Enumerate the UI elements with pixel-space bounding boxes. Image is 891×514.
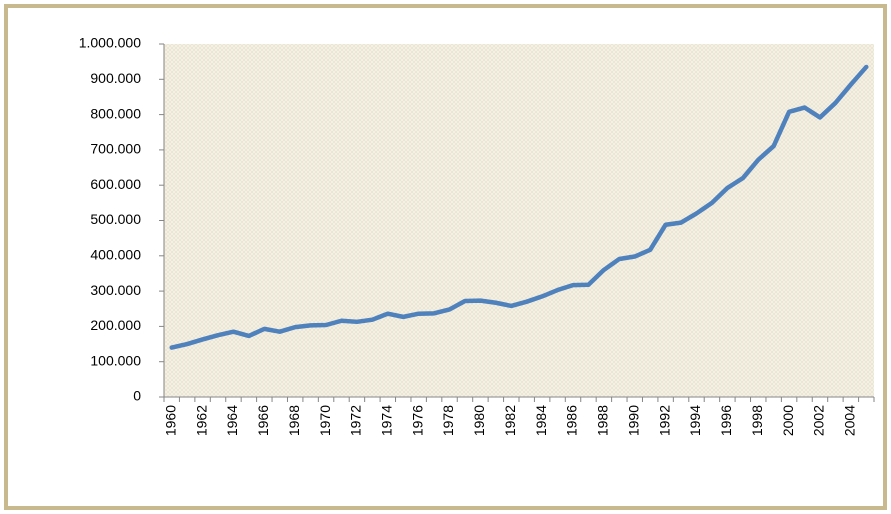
x-tick-label: 1998 xyxy=(749,405,765,436)
y-tick-label: 0 xyxy=(133,388,141,404)
x-tick-label: 1984 xyxy=(533,405,549,436)
x-tick-label: 1968 xyxy=(286,405,302,436)
x-tick-label: 1960 xyxy=(162,405,178,436)
y-tick-label: 700.000 xyxy=(90,141,141,157)
y-tick-label: 400.000 xyxy=(90,247,141,263)
x-tick-label: 1996 xyxy=(718,405,734,436)
plot-area xyxy=(164,44,874,397)
y-tick-label: 500.000 xyxy=(90,211,141,227)
x-tick-label: 1978 xyxy=(440,405,456,436)
x-tick-label: 2004 xyxy=(842,405,858,436)
x-tick-label: 1974 xyxy=(379,405,395,436)
x-tick-label: 1992 xyxy=(656,405,672,436)
x-tick-label: 2002 xyxy=(811,405,827,436)
x-tick-label: 1966 xyxy=(255,405,271,436)
y-tick-label: 900.000 xyxy=(90,70,141,86)
y-tick-label: 800.000 xyxy=(90,105,141,121)
x-tick-label: 1980 xyxy=(471,405,487,436)
x-tick-label: 1982 xyxy=(502,405,518,436)
x-tick-label: 1986 xyxy=(564,405,580,436)
x-tick-label: 1964 xyxy=(224,405,240,436)
x-tick-label: 1994 xyxy=(687,405,703,436)
x-tick-label: 1970 xyxy=(317,405,333,436)
x-tick-label: 1990 xyxy=(625,405,641,436)
y-tick-label: 200.000 xyxy=(90,317,141,333)
y-tick-label: 1.000.000 xyxy=(79,35,141,51)
x-tick-label: 1988 xyxy=(595,405,611,436)
x-tick-label: 1962 xyxy=(193,405,209,436)
y-tick-label: 600.000 xyxy=(90,176,141,192)
x-tick-label: 1972 xyxy=(348,405,364,436)
y-tick-label: 100.000 xyxy=(90,352,141,368)
line-series xyxy=(169,64,869,350)
y-tick-label: 300.000 xyxy=(90,282,141,298)
x-tick-label: 2000 xyxy=(780,405,796,436)
x-tick-label: 1976 xyxy=(409,405,425,436)
